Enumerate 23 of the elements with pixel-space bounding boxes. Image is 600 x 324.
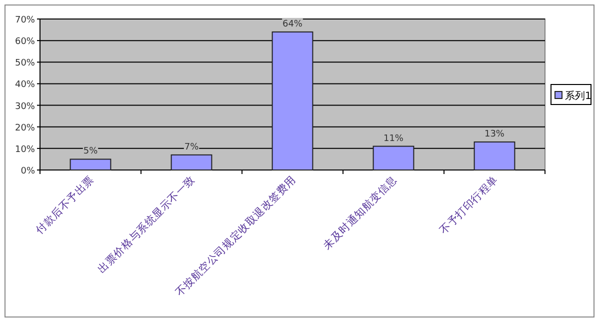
bar [474, 141, 516, 170]
y-tick-label: 40% [14, 80, 36, 90]
bar [70, 158, 112, 170]
legend-label: 系列1 [565, 90, 592, 102]
x-tick-label: 未及时通知航变信息 [320, 172, 400, 252]
y-tick-label: 60% [14, 37, 36, 48]
x-tick-label: 不予打印行程单 [436, 172, 501, 237]
data-label: 7% [184, 142, 200, 152]
data-label: 64% [282, 19, 303, 30]
y-tick-label: 30% [14, 102, 36, 112]
legend: 系列1 [550, 84, 592, 105]
y-tick-label: 50% [14, 58, 36, 69]
data-label: 13% [484, 129, 505, 140]
bar [170, 154, 212, 170]
bar [272, 31, 314, 170]
bar [372, 146, 414, 170]
data-label: 5% [83, 146, 98, 157]
y-tick-label: 70% [14, 16, 36, 26]
data-label: 11% [383, 134, 404, 144]
y-tick-label: 10% [14, 144, 36, 155]
x-tick-label: 付款后不予出票 [32, 172, 97, 237]
y-tick-label: 0% [20, 166, 36, 176]
y-tick-label: 20% [14, 123, 36, 134]
